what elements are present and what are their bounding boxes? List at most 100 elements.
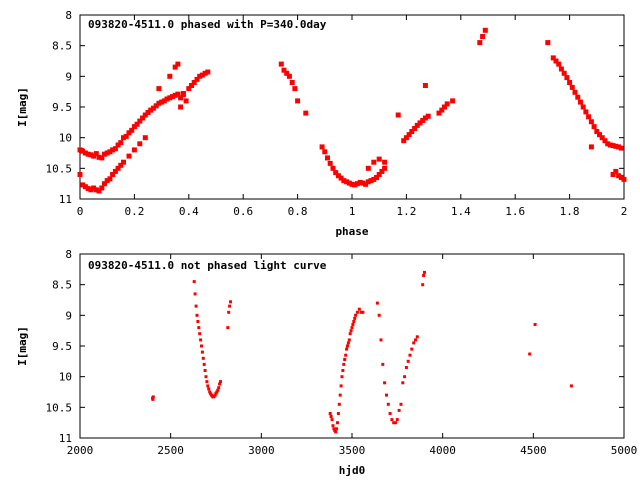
phased-data-point xyxy=(365,179,371,185)
phased-data-point xyxy=(352,182,358,188)
unphased-data-point xyxy=(355,310,359,314)
unphased-plot-frame xyxy=(79,253,625,439)
phased-data-point xyxy=(129,127,135,133)
unphased-data-point xyxy=(208,390,212,394)
phased-x-tick-label: 0.6 xyxy=(233,205,253,218)
phased-data-point xyxy=(395,112,401,118)
phased-data-point xyxy=(80,182,86,188)
unphased-data-point xyxy=(334,430,338,434)
phased-data-point xyxy=(365,165,371,171)
phased-data-point xyxy=(123,133,129,139)
phased-data-point xyxy=(140,115,146,121)
phased-data-point xyxy=(354,181,360,187)
phased-x-tick-label: 0.8 xyxy=(288,205,308,218)
unphased-data-point xyxy=(359,310,363,314)
phased-data-point xyxy=(93,187,99,193)
phased-data-point xyxy=(599,135,605,141)
phased-x-tick-label: 2 xyxy=(621,205,628,218)
unphased-data-point xyxy=(203,369,207,372)
phased-data-point xyxy=(382,159,388,165)
phased-data-point xyxy=(175,61,181,67)
phased-data-point xyxy=(199,72,205,78)
unphased-data-point xyxy=(392,421,396,425)
phased-data-point xyxy=(88,187,94,193)
phased-data-point xyxy=(104,150,110,156)
phased-x-tick-label: 1 xyxy=(349,205,356,218)
phased-data-point xyxy=(126,130,132,136)
unphased-data-point xyxy=(395,418,399,422)
phased-data-point xyxy=(91,153,97,159)
phased-data-point xyxy=(96,188,102,194)
phased-data-point xyxy=(121,159,126,165)
phased-y-tick-label: 8 xyxy=(65,9,72,22)
unphased-x-tick-label: 2000 xyxy=(67,444,94,457)
unphased-data-point xyxy=(194,304,198,308)
phased-data-point xyxy=(137,118,143,124)
unphased-data-point xyxy=(533,323,537,326)
phased-data-point xyxy=(618,175,624,180)
phased-data-point xyxy=(131,147,137,153)
unphased-y-tick-label: 8.5 xyxy=(52,279,72,292)
phased-data-point xyxy=(403,135,409,141)
unphased-data-point xyxy=(213,393,217,397)
unphased-data-point xyxy=(197,326,201,330)
phased-data-point xyxy=(357,179,363,185)
phased-y-tick-label: 10 xyxy=(59,132,72,145)
unphased-data-point xyxy=(204,375,208,379)
phased-y-tick-label: 9.5 xyxy=(52,101,72,114)
phased-data-point xyxy=(322,149,328,155)
phased-data-point xyxy=(118,140,124,146)
phased-data-point xyxy=(338,175,344,181)
phased-data-point xyxy=(85,186,91,192)
phased-data-point xyxy=(610,172,616,177)
phased-data-point xyxy=(189,83,194,88)
phased-data-point xyxy=(586,114,592,120)
phased-data-point xyxy=(591,124,597,130)
unphased-data-point xyxy=(347,338,351,342)
phased-data-point xyxy=(439,107,445,113)
phased-data-point xyxy=(597,132,602,138)
unphased-data-point xyxy=(357,307,361,311)
unphased-y-axis-label: I[mag] xyxy=(16,326,29,366)
phased-data-point xyxy=(145,110,151,115)
phased-data-point xyxy=(556,61,562,67)
phased-data-point xyxy=(142,135,148,141)
unphased-data-point xyxy=(217,386,221,390)
unphased-data-point xyxy=(375,301,379,305)
phased-data-point xyxy=(156,86,162,92)
phased-data-point xyxy=(303,110,309,116)
phased-data-point xyxy=(371,159,377,165)
phased-data-point xyxy=(156,100,162,106)
unphased-data-point xyxy=(340,375,344,379)
phased-data-point xyxy=(550,55,556,61)
unphased-x-axis-label: hjd0 xyxy=(339,464,366,477)
phased-data-point xyxy=(150,105,156,111)
phased-data-point xyxy=(371,176,377,182)
unphased-data-point xyxy=(335,427,339,431)
unphased-chart-title: 093820-4511.0 not phased light curve xyxy=(88,259,327,272)
unphased-data-point xyxy=(331,424,335,428)
phased-data-point xyxy=(91,185,97,191)
phased-x-tick-label: 1.6 xyxy=(505,205,525,218)
phased-data-point xyxy=(289,80,295,85)
phased-x-tick-label: 0 xyxy=(77,205,84,218)
unphased-data-point xyxy=(569,384,573,388)
phased-data-point xyxy=(578,99,583,105)
unphased-x-tick-label: 3000 xyxy=(248,444,275,457)
phased-x-axis-label: phase xyxy=(335,225,368,238)
phased-data-point xyxy=(278,61,284,67)
phased-data-point xyxy=(88,152,94,158)
unphased-data-point xyxy=(352,320,356,323)
unphased-data-point xyxy=(379,338,383,342)
unphased-data-point xyxy=(328,412,332,415)
unphased-data-point xyxy=(337,402,341,406)
phased-data-point xyxy=(325,155,330,161)
phased-data-point xyxy=(153,103,159,109)
unphased-data-point xyxy=(423,270,426,274)
phased-data-point xyxy=(131,124,137,130)
unphased-data-point xyxy=(215,390,219,394)
phased-data-point xyxy=(180,92,186,98)
unphased-data-point xyxy=(348,332,352,336)
phased-data-point xyxy=(134,121,140,127)
phased-data-point xyxy=(588,119,594,125)
